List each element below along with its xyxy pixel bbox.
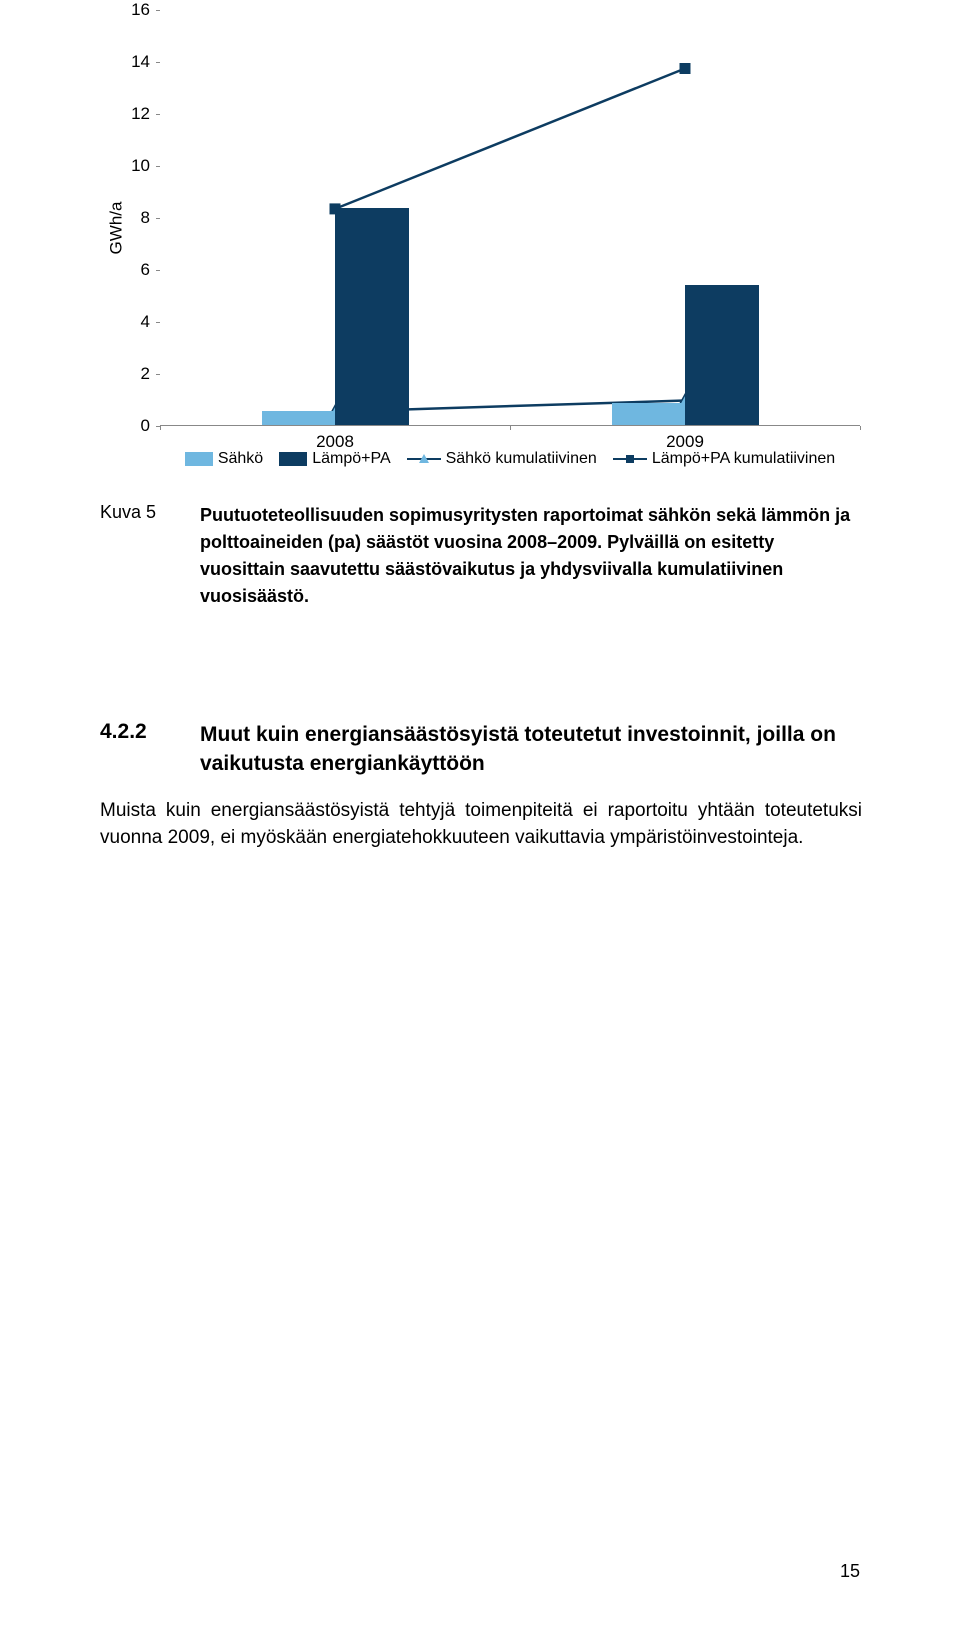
y-tick-mark	[156, 218, 160, 219]
section-heading: 4.2.2 Muut kuin energiansäästösyistä tot…	[100, 720, 862, 779]
bar-lampo	[685, 285, 759, 425]
legend-label: Lämpö+PA	[312, 450, 390, 468]
y-tick-mark	[156, 166, 160, 167]
section: 4.2.2 Muut kuin energiansäästösyistä tot…	[100, 720, 862, 852]
legend-label: Sähkö	[218, 450, 263, 468]
legend-line-marker-icon	[613, 452, 647, 466]
y-tick-label: 4	[120, 312, 150, 332]
y-tick-label: 10	[120, 156, 150, 176]
legend-item: Lämpö+PA	[279, 450, 390, 468]
y-tick-mark	[156, 114, 160, 115]
y-tick-mark	[156, 62, 160, 63]
chart-legend: Sähkö Lämpö+PA Sähkö kumulatiivinen Lämpö+P…	[160, 450, 860, 468]
y-tick-label: 12	[120, 104, 150, 124]
legend-label: Lämpö+PA kumulatiivinen	[652, 450, 835, 468]
legend-swatch-icon	[279, 452, 307, 466]
legend-line-marker-icon	[407, 452, 441, 466]
y-tick-label: 0	[120, 416, 150, 436]
legend-label: Sähkö kumulatiivinen	[446, 450, 597, 468]
y-tick-label: 14	[120, 52, 150, 72]
bar-lampo	[335, 208, 409, 425]
x-tick-mark	[860, 426, 861, 430]
section-number: 4.2.2	[100, 720, 170, 779]
y-tick-mark	[156, 10, 160, 11]
y-tick-mark	[156, 270, 160, 271]
legend-item: Sähkö kumulatiivinen	[407, 450, 597, 468]
section-title: Muut kuin energiansäästösyistä toteutetu…	[200, 720, 862, 779]
figure-caption: Kuva 5 Puutuoteteollisuuden sopimusyrity…	[100, 502, 862, 610]
legend-item: Sähkö	[185, 450, 263, 468]
bar-sahko	[612, 403, 686, 425]
y-tick-label: 8	[120, 208, 150, 228]
y-tick-label: 6	[120, 260, 150, 280]
x-tick-mark	[160, 426, 161, 430]
caption-label: Kuva 5	[100, 502, 170, 610]
y-tick-mark	[156, 322, 160, 323]
x-tick-label: 2008	[316, 432, 354, 452]
caption-text: Puutuoteteollisuuden sopimusyritysten ra…	[200, 502, 862, 610]
chart-container: GWh/a 0246810121416 20082009 SähköLämpö+…	[100, 0, 860, 480]
plot-area	[160, 10, 860, 426]
x-tick-mark	[510, 426, 511, 430]
legend-swatch-icon	[185, 452, 213, 466]
y-tick-label: 2	[120, 364, 150, 384]
page-number: 15	[840, 1561, 860, 1582]
x-tick-label: 2009	[666, 432, 704, 452]
y-tick-label: 16	[120, 0, 150, 20]
legend-item: Lämpö+PA kumulatiivinen	[613, 450, 835, 468]
y-tick-mark	[156, 374, 160, 375]
bar-sahko	[262, 411, 336, 425]
section-body: Muista kuin energiansäästösyistä tehtyjä…	[100, 797, 862, 852]
